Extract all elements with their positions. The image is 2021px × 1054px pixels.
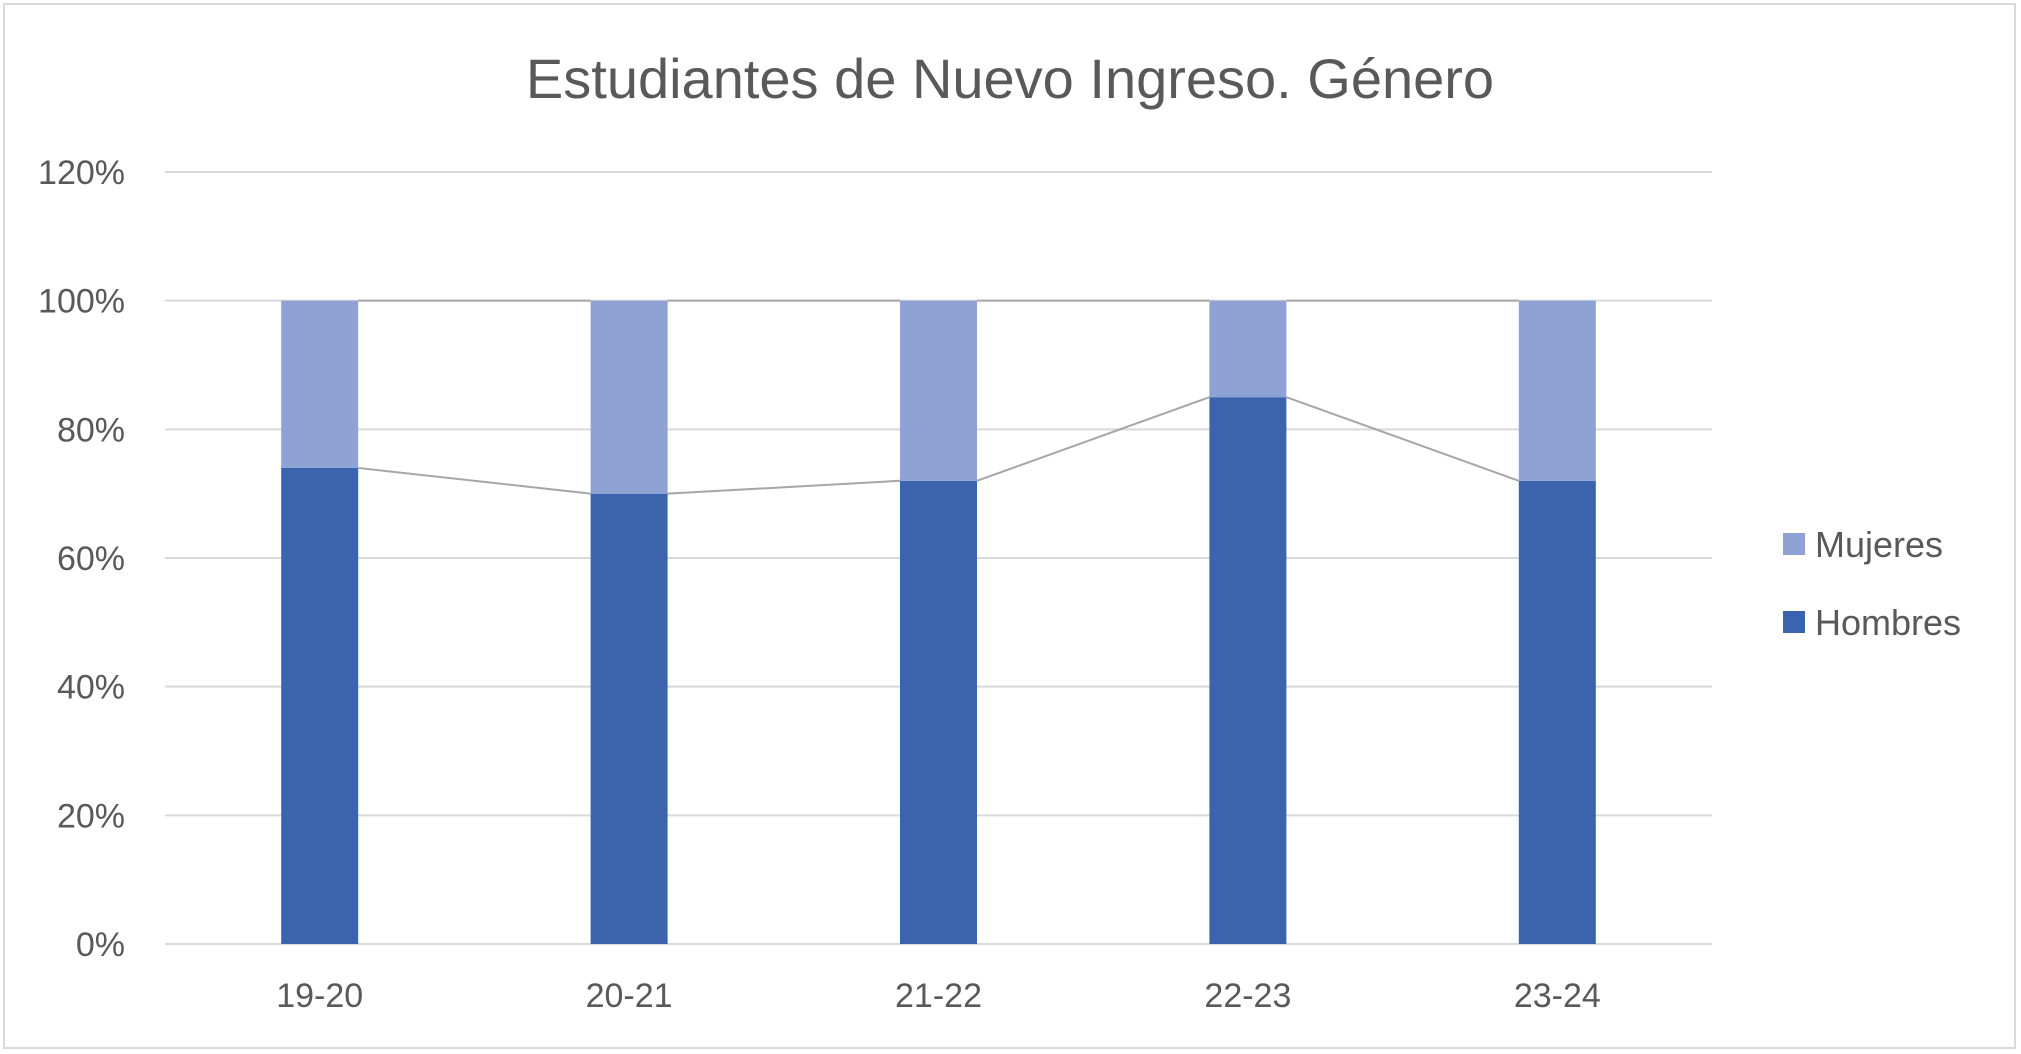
bar-hombres-23-24	[1518, 480, 1596, 944]
x-tick-label: 22-23	[1204, 977, 1291, 1015]
y-tick-label: 120%	[38, 154, 125, 192]
x-tick-label: 19-20	[276, 977, 363, 1015]
y-tick-label: 40%	[57, 669, 125, 707]
legend: Mujeres Hombres	[1783, 524, 1961, 643]
bars	[281, 300, 1596, 945]
x-tick-label: 23-24	[1514, 977, 1601, 1015]
y-tick-label: 100%	[38, 283, 125, 321]
bar-mujeres-22-23	[1209, 300, 1287, 398]
bar-hombres-22-23	[1209, 397, 1287, 945]
bar-mujeres-21-22	[900, 300, 977, 481]
y-tick-label: 80%	[57, 411, 125, 449]
legend-swatch-hombres	[1783, 611, 1805, 633]
series-lines	[358, 299, 1520, 495]
bar-hombres-19-20	[281, 467, 359, 944]
legend-label-mujeres: Mujeres	[1815, 524, 1943, 565]
y-tick-label: 60%	[57, 540, 125, 578]
series-line	[358, 466, 591, 495]
legend-label-hombres: Hombres	[1815, 602, 1961, 643]
x-axis-ticks: 19-20 20-21 21-22 22-23 23-24	[276, 977, 1601, 1015]
series-line	[976, 396, 1210, 482]
x-tick-label: 20-21	[586, 977, 673, 1015]
bar-mujeres-20-21	[590, 300, 668, 494]
series-line	[1286, 396, 1520, 482]
bar-mujeres-23-24	[1518, 300, 1596, 481]
legend-swatch-mujeres	[1783, 533, 1805, 555]
y-tick-label: 0%	[76, 926, 125, 964]
series-line	[667, 479, 901, 495]
y-axis-ticks: 0% 20% 40% 60% 80% 100% 120%	[38, 154, 125, 964]
y-tick-label: 20%	[57, 797, 125, 835]
bar-mujeres-19-20	[281, 300, 359, 468]
bar-hombres-20-21	[590, 493, 668, 944]
bar-hombres-21-22	[900, 480, 977, 944]
chart-title: Estudiantes de Nuevo Ingreso. Género	[526, 47, 1494, 110]
x-tick-label: 21-22	[895, 977, 982, 1015]
